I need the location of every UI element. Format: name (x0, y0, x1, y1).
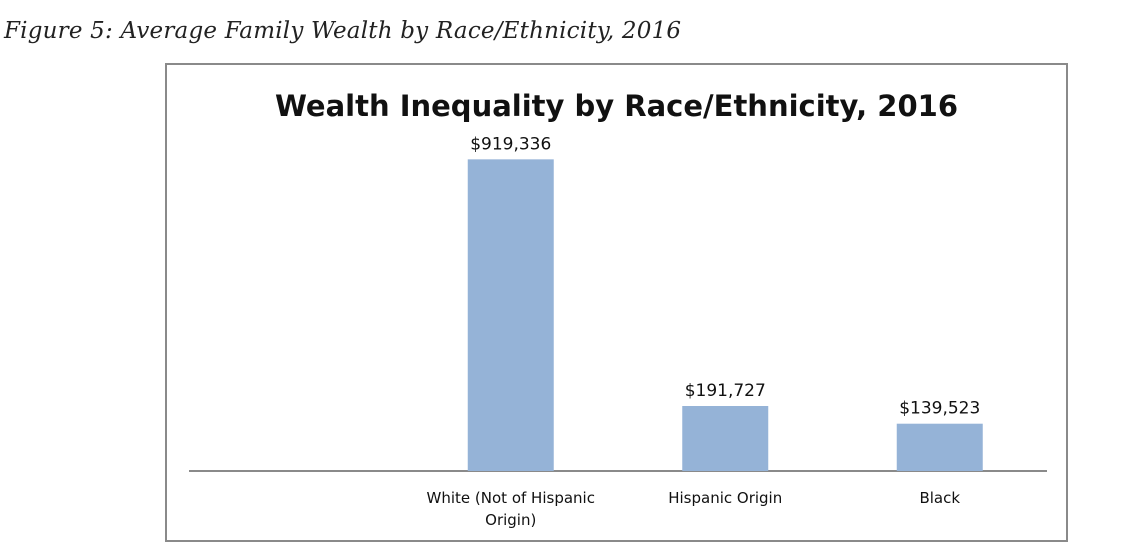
bar-1 (467, 159, 554, 471)
category-label: Hispanic Origin (668, 489, 782, 507)
chart-title: Wealth Inequality by Race/Ethnicity, 201… (274, 89, 959, 123)
category-label: White (Not of Hispanic Origin) (427, 489, 595, 529)
chart-frame: Wealth Inequality by Race/Ethnicity, 201… (165, 63, 1068, 542)
data-label: $191,727 (685, 381, 766, 401)
figure-caption: Figure 5: Average Family Wealth by Race/… (4, 18, 682, 44)
data-label: $919,336 (470, 134, 551, 154)
bar-chart: $919,336 White (Not of Hispanic Origin) $19… (189, 134, 1047, 529)
category-label: Black (919, 489, 960, 507)
bar-2 (682, 406, 769, 471)
data-label: $139,523 (899, 399, 980, 419)
bar-3 (896, 423, 983, 471)
